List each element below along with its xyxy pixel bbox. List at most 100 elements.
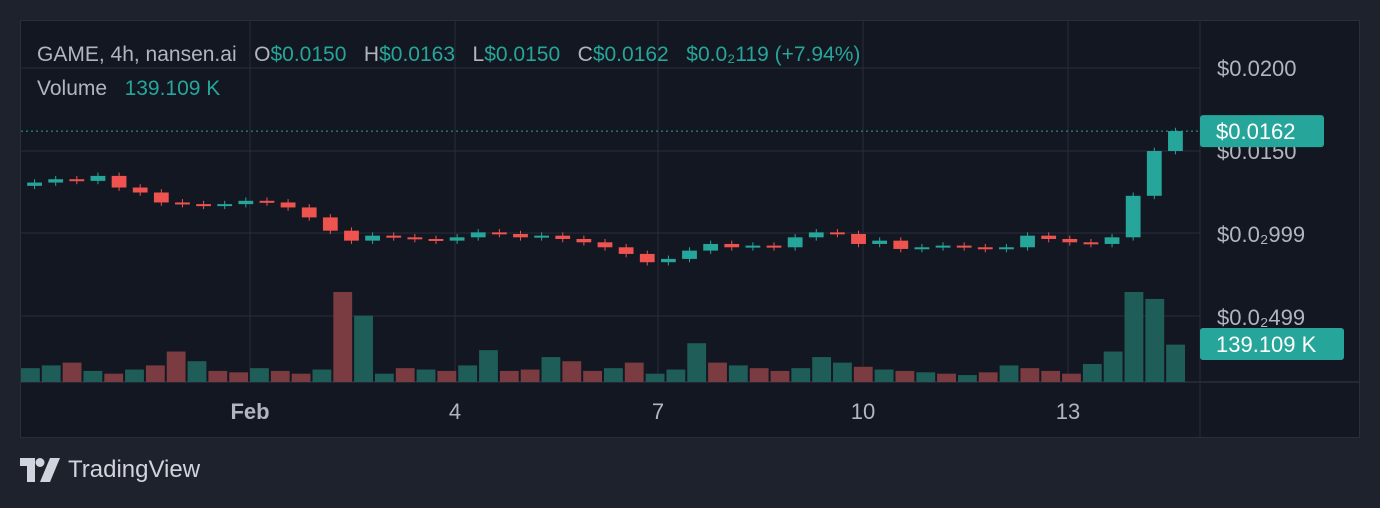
candle-body <box>1125 195 1141 238</box>
candle-body <box>407 237 423 240</box>
candle-body <box>872 240 888 244</box>
volume-bar <box>21 368 40 382</box>
low-label: L <box>472 43 485 66</box>
candle-body <box>1104 237 1120 244</box>
volume-bar <box>708 362 727 382</box>
candle-body <box>935 245 951 248</box>
time-tick-label: 4 <box>449 399 461 424</box>
volume-badge-label: 139.109 K <box>1216 332 1317 357</box>
candle-body <box>48 179 64 183</box>
volume-bar <box>291 373 311 382</box>
candle-body <box>386 235 402 238</box>
volume-bar <box>145 365 165 382</box>
candle-body <box>830 232 845 235</box>
volume-bar <box>1082 364 1102 382</box>
volume-bar <box>1103 351 1123 382</box>
candle-body <box>449 237 465 241</box>
volume-bar <box>125 369 144 382</box>
volume-bar <box>853 366 873 382</box>
candle-body <box>808 232 824 238</box>
volume-bar <box>499 370 519 382</box>
candle-body <box>344 230 359 241</box>
volume-legend: Volume 139.109 K <box>37 77 220 101</box>
volume-bar <box>562 361 582 382</box>
volume-bar <box>166 351 186 382</box>
volume-bar <box>916 372 936 382</box>
volume-bar <box>770 370 790 382</box>
tradingview-brand[interactable]: TradingView <box>20 456 200 484</box>
candle-body <box>513 234 528 238</box>
candle-body <box>576 238 592 243</box>
candle-body <box>787 237 803 248</box>
open-label: O <box>254 43 271 66</box>
candle-body <box>1083 242 1099 245</box>
high-label: H <box>363 43 380 66</box>
low-value: $0.0150 <box>484 43 561 66</box>
volume-bar <box>833 362 852 382</box>
candle-body <box>491 232 507 235</box>
volume-value: 139.109 K <box>124 77 221 100</box>
volume-bar <box>187 361 207 382</box>
volume-bar <box>541 357 561 382</box>
volume-bar <box>957 375 977 382</box>
ohlc-legend: GAME, 4h, nansen.ai O$0.0150 H$0.0163 L$… <box>37 43 860 67</box>
candle-body <box>132 187 148 193</box>
candle-body <box>555 235 571 239</box>
candle-body <box>703 243 719 251</box>
open-value: $0.0150 <box>270 43 347 66</box>
candle-body <box>322 217 338 231</box>
volume-bar <box>1041 370 1061 382</box>
price-badge <box>1200 115 1324 148</box>
candle-body <box>766 245 782 248</box>
candle-body <box>90 175 106 181</box>
price-tick-label: $0.0₂499 <box>1217 305 1305 330</box>
volume-bar <box>333 292 353 382</box>
candle-body <box>914 247 930 250</box>
volume-bar <box>604 368 623 382</box>
volume-bar <box>874 369 894 382</box>
candle-body <box>597 242 613 248</box>
candle-body <box>196 204 211 207</box>
volume-bar <box>416 369 436 382</box>
candle-body <box>893 240 909 249</box>
volume-bar <box>999 365 1019 382</box>
candle-body <box>851 234 866 244</box>
candle-body <box>1041 235 1057 239</box>
close-value: $0.0162 <box>592 43 669 66</box>
close-label: C <box>577 43 593 66</box>
volume-bar <box>1020 368 1040 382</box>
volume-bar <box>395 368 415 382</box>
volume-bar <box>62 362 82 382</box>
volume-bar <box>728 365 748 382</box>
brand-name: TradingView <box>68 456 201 483</box>
volume-bar <box>978 372 998 382</box>
volume-bar <box>687 343 707 382</box>
volume-badge <box>1200 328 1344 360</box>
price-tick-label: $0.0200 <box>1217 56 1297 81</box>
high-value: $0.0163 <box>379 43 456 66</box>
candle-body <box>660 258 676 263</box>
volume-bar <box>354 315 373 382</box>
candle-body <box>1020 235 1035 248</box>
volume-bar <box>749 368 769 382</box>
candle-body <box>428 238 444 241</box>
time-tick-label: 10 <box>851 399 875 424</box>
candle-body <box>217 204 233 207</box>
tradingview-logo-icon <box>20 458 60 482</box>
volume-label: Volume <box>37 77 108 100</box>
volume-bar <box>250 368 269 382</box>
time-tick-label: 13 <box>1056 399 1080 424</box>
candle-body <box>280 202 296 208</box>
volume-bar <box>479 350 498 382</box>
volume-bar <box>937 373 956 382</box>
volume-bar <box>583 370 602 382</box>
candle-body <box>111 175 127 188</box>
volume-bar <box>41 365 61 382</box>
volume-bar <box>437 370 457 382</box>
time-tick-label: 7 <box>652 399 664 424</box>
volume-bar <box>312 369 332 382</box>
volume-bar <box>458 365 478 382</box>
candle-body <box>259 200 275 203</box>
candle-body <box>618 247 634 254</box>
